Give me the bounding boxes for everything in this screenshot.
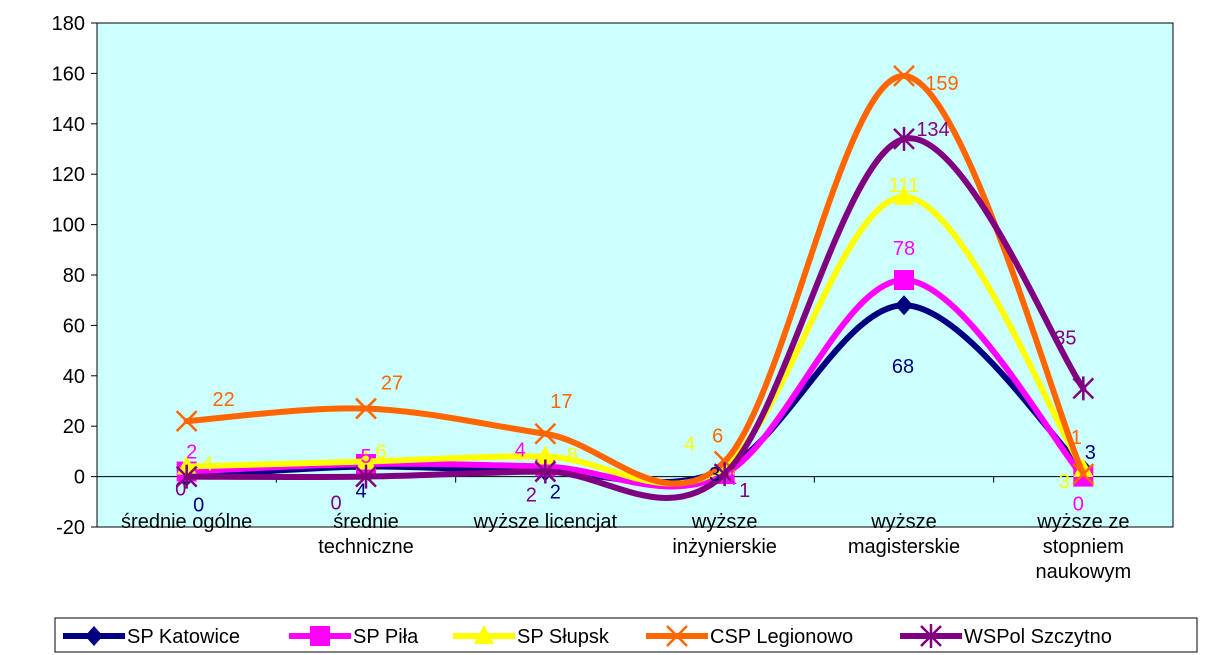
data-label: 17: [550, 391, 572, 413]
data-label: 3: [1085, 442, 1096, 464]
data-label: 5: [360, 446, 371, 468]
category-label: wyższe: [691, 511, 758, 533]
legend-item: SP Słupsk: [453, 625, 610, 648]
data-point: [534, 422, 557, 445]
y-tick-label: 120: [52, 164, 85, 186]
y-axis: -20 0 20 40 60 80 100 120 140 160 180: [52, 13, 97, 539]
y-tick-label: 0: [74, 467, 85, 489]
legend-item: SP Piła: [289, 626, 419, 648]
category-label: wyższe licencjat: [473, 511, 618, 533]
y-tick-label: 60: [63, 315, 85, 337]
data-label: 8: [567, 444, 578, 466]
legend-label: SP Słupsk: [517, 626, 610, 648]
series-wspol-szczytno: [175, 126, 1095, 501]
legend-box: [54, 617, 1198, 653]
legend-marker: [474, 625, 494, 644]
legend-marker: [666, 625, 688, 647]
y-tick-label: 140: [52, 114, 85, 136]
data-label: 4: [202, 454, 213, 476]
data-label: 1: [739, 480, 750, 502]
data-point: [893, 126, 915, 151]
series-lines: [175, 65, 1095, 501]
data-label: 1: [726, 467, 737, 489]
data-label: 0: [330, 493, 341, 515]
data-point: [1072, 463, 1095, 485]
data-label: 3: [1059, 471, 1070, 493]
data-point: [1072, 376, 1095, 401]
data-label: 1: [1071, 427, 1082, 449]
legend-label: SP Piła: [353, 626, 419, 648]
data-label: 27: [381, 373, 403, 395]
data-point: [895, 295, 913, 316]
data-label: 4: [355, 481, 366, 503]
data-point: [175, 464, 198, 489]
legend-label: WSPol Szczytno: [964, 626, 1112, 648]
legend: SP Katowice SP Piła SP Słupsk CSP Legionowo…: [54, 617, 1198, 653]
data-label: 4: [684, 434, 695, 456]
data-point: [534, 459, 557, 484]
legend-item: SP Katowice: [63, 626, 240, 648]
data-label: 22: [213, 389, 235, 411]
category-label: wyższe ze: [1036, 511, 1129, 533]
y-tick-label: -20: [56, 517, 85, 539]
category-label: naukowym: [1036, 561, 1132, 583]
y-tick-label: 80: [63, 265, 85, 287]
data-point: [355, 397, 377, 420]
data-label: 35: [1054, 327, 1076, 349]
data-label: 111: [889, 175, 919, 197]
data-label: 2: [526, 485, 537, 507]
legend-marker: [310, 626, 330, 646]
y-tick-label: 160: [52, 63, 85, 85]
legend-item: WSPol Szczytno: [900, 624, 1112, 648]
data-point: [355, 464, 377, 489]
data-label: 2: [186, 442, 197, 464]
data-label: 0: [175, 479, 186, 501]
data-point: [893, 65, 915, 87]
plot-area: [96, 22, 1174, 528]
category-label: stopniem: [1043, 536, 1124, 558]
data-point: [175, 410, 198, 433]
category-label: magisterskie: [848, 536, 960, 558]
category-labels: średnie ogólne średnie techniczne wyższe li…: [121, 511, 1131, 583]
category-label: średnie: [333, 511, 399, 533]
data-label: 2: [550, 482, 561, 504]
category-label: techniczne: [318, 536, 414, 558]
data-point: [535, 445, 556, 465]
y-tick-label: 100: [52, 215, 85, 237]
data-label: 0: [193, 495, 204, 517]
category-label: wyższe: [870, 511, 937, 533]
data-label: 6: [375, 441, 386, 463]
data-label: 4: [515, 440, 526, 462]
data-label: 68: [892, 356, 914, 378]
y-tick-label: 20: [63, 416, 85, 438]
data-label: 78: [893, 238, 915, 260]
y-tick-label: 40: [63, 366, 85, 388]
legend-item: CSP Legionowo: [646, 625, 853, 648]
legend-marker: [85, 626, 103, 646]
data-point: [894, 270, 914, 291]
data-point: [713, 462, 736, 487]
data-point: [894, 185, 914, 205]
data-label: 159: [925, 73, 958, 95]
legend-marker: [920, 624, 942, 648]
data-label: 0: [1073, 494, 1084, 516]
category-label: średnie ogólne: [121, 511, 252, 533]
y-tick-label: 180: [52, 13, 85, 35]
data-point: [356, 450, 376, 470]
data-label: 3: [709, 464, 720, 486]
category-label: inżynierskie: [672, 536, 776, 558]
legend-label: CSP Legionowo: [710, 626, 853, 648]
legend-label: SP Katowice: [127, 626, 240, 648]
data-label: 6: [712, 425, 723, 447]
data-label: 134: [916, 119, 949, 141]
